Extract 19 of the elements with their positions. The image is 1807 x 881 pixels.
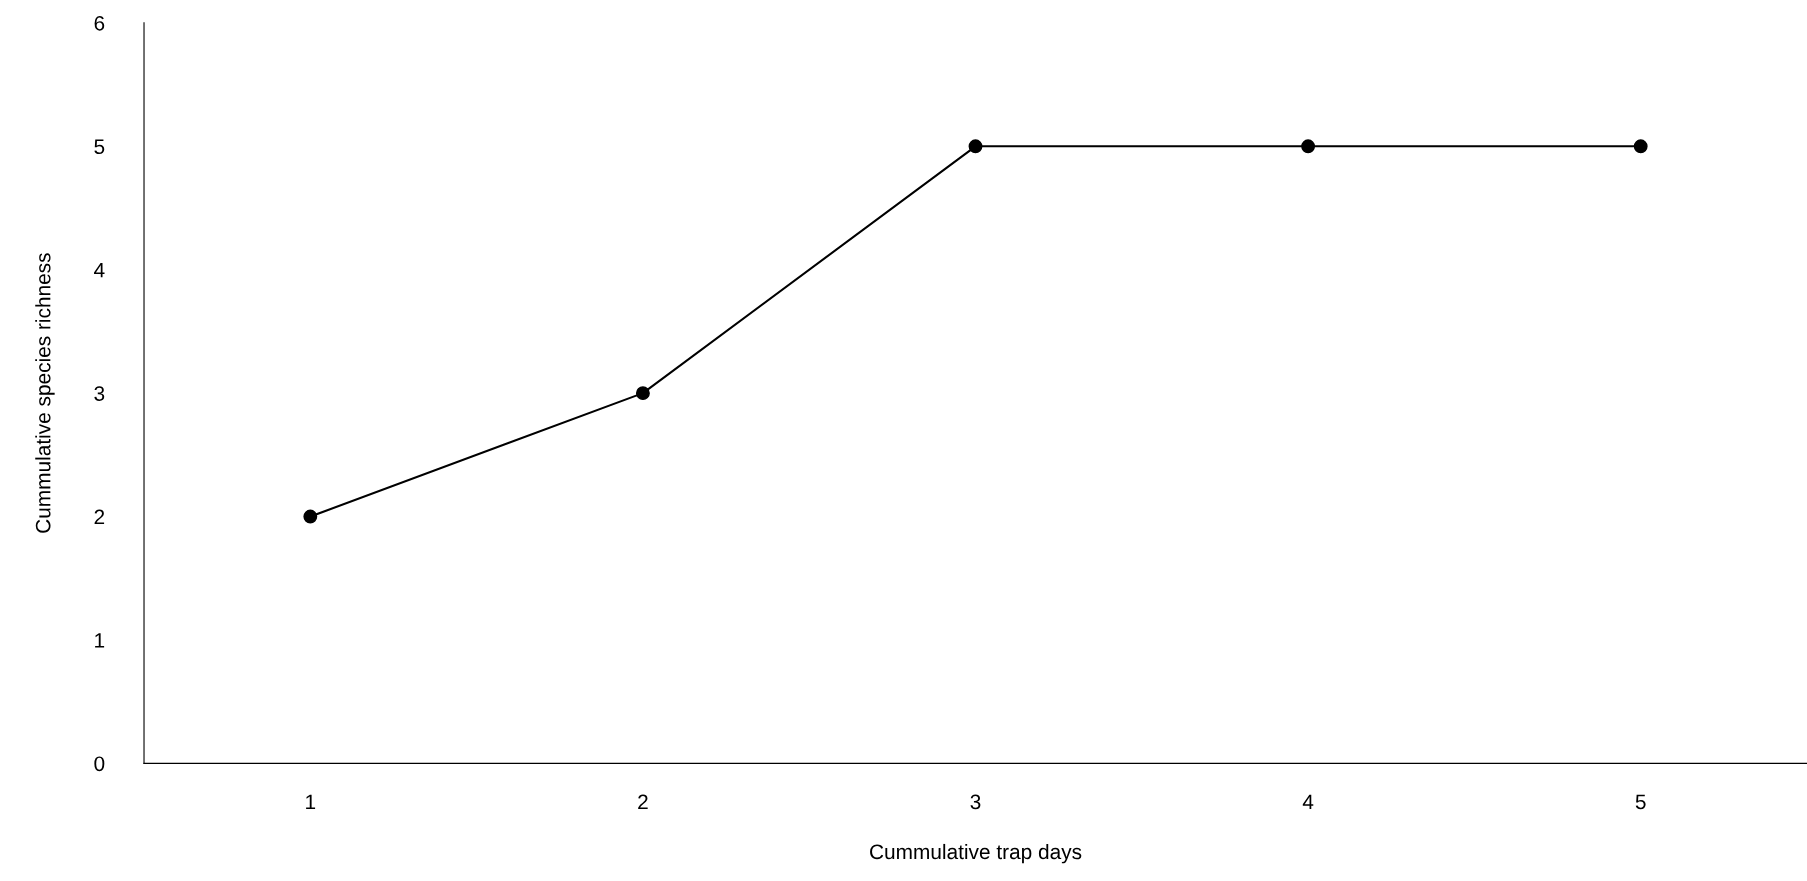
y-tick-label: 2 bbox=[94, 509, 105, 525]
y-tick-label: 6 bbox=[94, 15, 105, 31]
y-tick-label: 5 bbox=[94, 139, 105, 155]
x-tick-label: 2 bbox=[638, 794, 648, 810]
x-tick-label: 1 bbox=[306, 794, 316, 810]
x-tick-label: 5 bbox=[1635, 794, 1646, 810]
x-axis-title: Cummulative trap days bbox=[870, 843, 1082, 864]
point bbox=[968, 139, 983, 154]
y-tick-label: 3 bbox=[94, 386, 105, 401]
point bbox=[1301, 139, 1316, 154]
y-tick-label: 1 bbox=[95, 633, 105, 648]
point bbox=[635, 386, 650, 401]
point bbox=[1633, 139, 1648, 154]
y-tick-label: 0 bbox=[94, 756, 105, 772]
x-tick-label: 4 bbox=[1302, 794, 1314, 810]
x-tick-label: 3 bbox=[970, 794, 981, 810]
point bbox=[303, 509, 318, 524]
y-axis-title: Cummulative species richness bbox=[35, 253, 55, 533]
y-tick-label: 4 bbox=[94, 262, 105, 278]
